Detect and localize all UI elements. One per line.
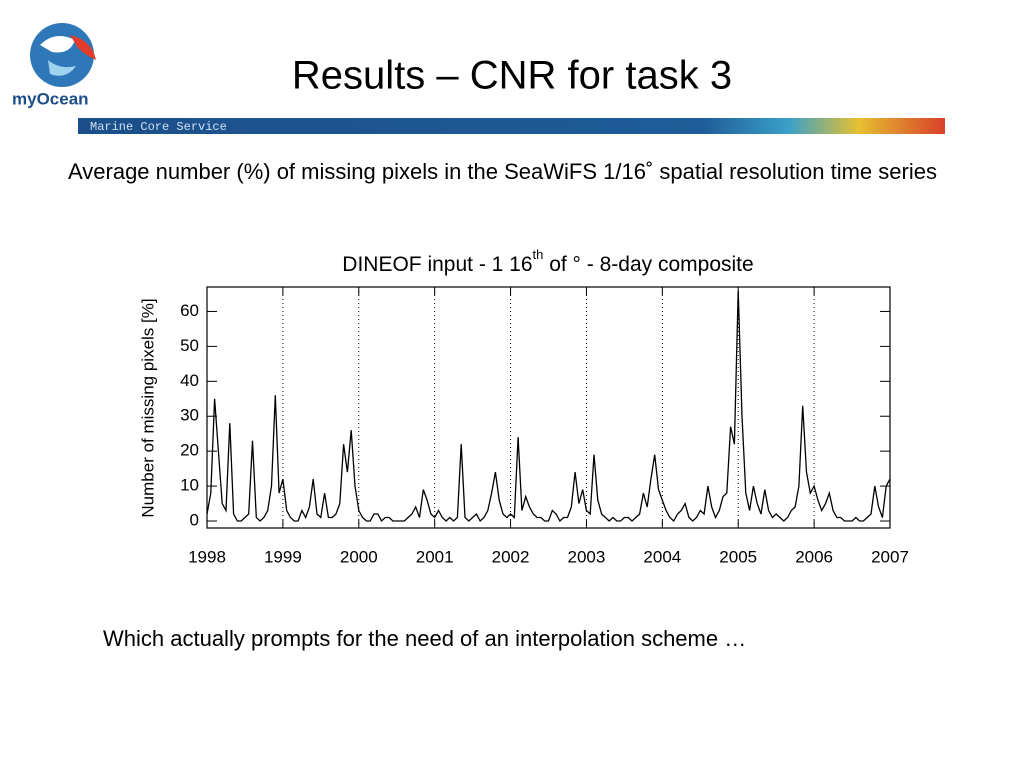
x-tick-label: 2004	[643, 547, 681, 566]
chart-title: DINEOF input - 1 16th of ° - 8-day compo…	[342, 247, 753, 275]
x-tick-label: 2001	[416, 547, 454, 566]
x-tick-label: 2002	[492, 547, 530, 566]
data-line	[206, 290, 891, 523]
x-tick-label: 2000	[340, 547, 378, 566]
y-tick-label: 10	[180, 476, 199, 495]
y-tick-label: 40	[180, 371, 199, 390]
y-tick-label: 60	[180, 301, 199, 320]
caption: Which actually prompts for the need of a…	[103, 626, 747, 651]
logo-text: myOcean	[12, 89, 89, 108]
y-tick-label: 20	[180, 441, 199, 460]
y-tick-label: 50	[180, 336, 199, 355]
slide-title: Results – CNR for task 3	[292, 54, 732, 98]
x-tick-label: 2007	[871, 547, 909, 566]
y-tick-label: 0	[190, 510, 199, 529]
description: Average number (%) of missing pixels in …	[68, 159, 937, 184]
chart-title-part: th	[533, 247, 544, 262]
banner-text: Marine Core Service	[90, 120, 227, 134]
chart-title-part: DINEOF input - 1 16	[342, 253, 532, 276]
x-tick-label: 2005	[719, 547, 757, 566]
plot-frame	[206, 286, 891, 529]
y-tick-label: 30	[180, 406, 199, 425]
x-tick-label: 1999	[264, 547, 302, 566]
x-tick-label: 1998	[188, 547, 226, 566]
y-axis-label: Number of missing pixels [%]	[138, 298, 157, 517]
banner	[78, 118, 945, 134]
logo: myOcean	[12, 23, 96, 108]
chart-title-part: of ° - 8-day composite	[543, 253, 753, 276]
x-tick-label: 2006	[795, 547, 833, 566]
x-tick-label: 2003	[568, 547, 606, 566]
